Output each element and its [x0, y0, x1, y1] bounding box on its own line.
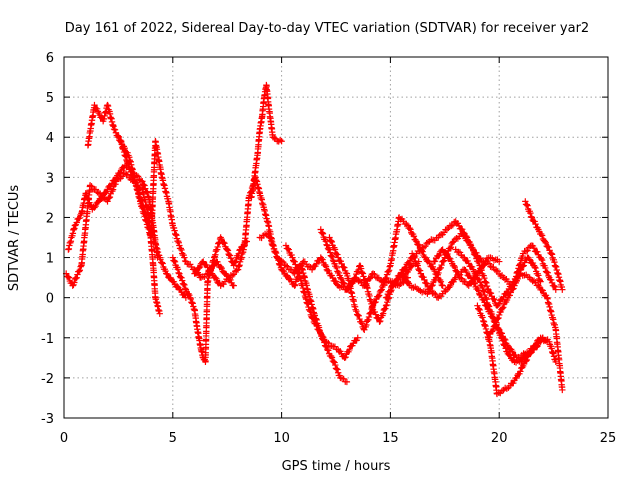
series — [430, 246, 566, 394]
series — [474, 302, 559, 398]
series — [282, 242, 361, 362]
y-tick-labels: -3 -2 -1 0 1 2 3 4 5 6 — [41, 51, 54, 427]
y-tick-label: 3 — [46, 171, 54, 186]
series-markers — [522, 198, 566, 293]
tick-marks — [63, 56, 609, 419]
series — [522, 198, 566, 293]
data-points — [62, 81, 566, 398]
series-markers — [430, 246, 566, 394]
series-markers — [191, 81, 285, 289]
y-axis-label: SDTVAR / TECUs — [7, 185, 22, 292]
series-markers — [398, 230, 559, 309]
y-tick-label: 0 — [46, 292, 54, 307]
x-tick-label: 15 — [382, 431, 399, 446]
series-markers — [485, 254, 544, 341]
x-tick-label: 20 — [491, 431, 508, 446]
plot-frame — [63, 56, 609, 419]
x-tick-label: 10 — [273, 431, 290, 446]
series — [398, 230, 559, 309]
x-tick-label: 5 — [169, 431, 177, 446]
x-axis-label: GPS time / hours — [282, 459, 391, 474]
series-markers — [326, 214, 446, 333]
series — [326, 214, 446, 333]
y-tick-label: -1 — [41, 332, 54, 347]
y-tick-label: 6 — [46, 51, 54, 66]
x-tick-label: 0 — [60, 431, 68, 446]
series-markers — [282, 242, 361, 362]
x-tick-label: 25 — [600, 431, 617, 446]
chart-title: Day 161 of 2022, Sidereal Day-to-day VTE… — [65, 21, 589, 36]
x-tick-labels: 0 5 10 15 20 25 — [60, 431, 616, 446]
y-tick-label: 4 — [46, 131, 54, 146]
y-tick-label: -2 — [41, 372, 54, 387]
series — [485, 254, 544, 341]
y-tick-label: -3 — [41, 412, 54, 427]
series — [191, 81, 285, 289]
y-tick-label: 5 — [46, 91, 54, 106]
series — [169, 234, 250, 366]
y-tick-label: 1 — [46, 252, 54, 267]
series-markers — [169, 234, 250, 366]
series-markers — [474, 302, 559, 398]
y-tick-label: 2 — [46, 211, 54, 226]
